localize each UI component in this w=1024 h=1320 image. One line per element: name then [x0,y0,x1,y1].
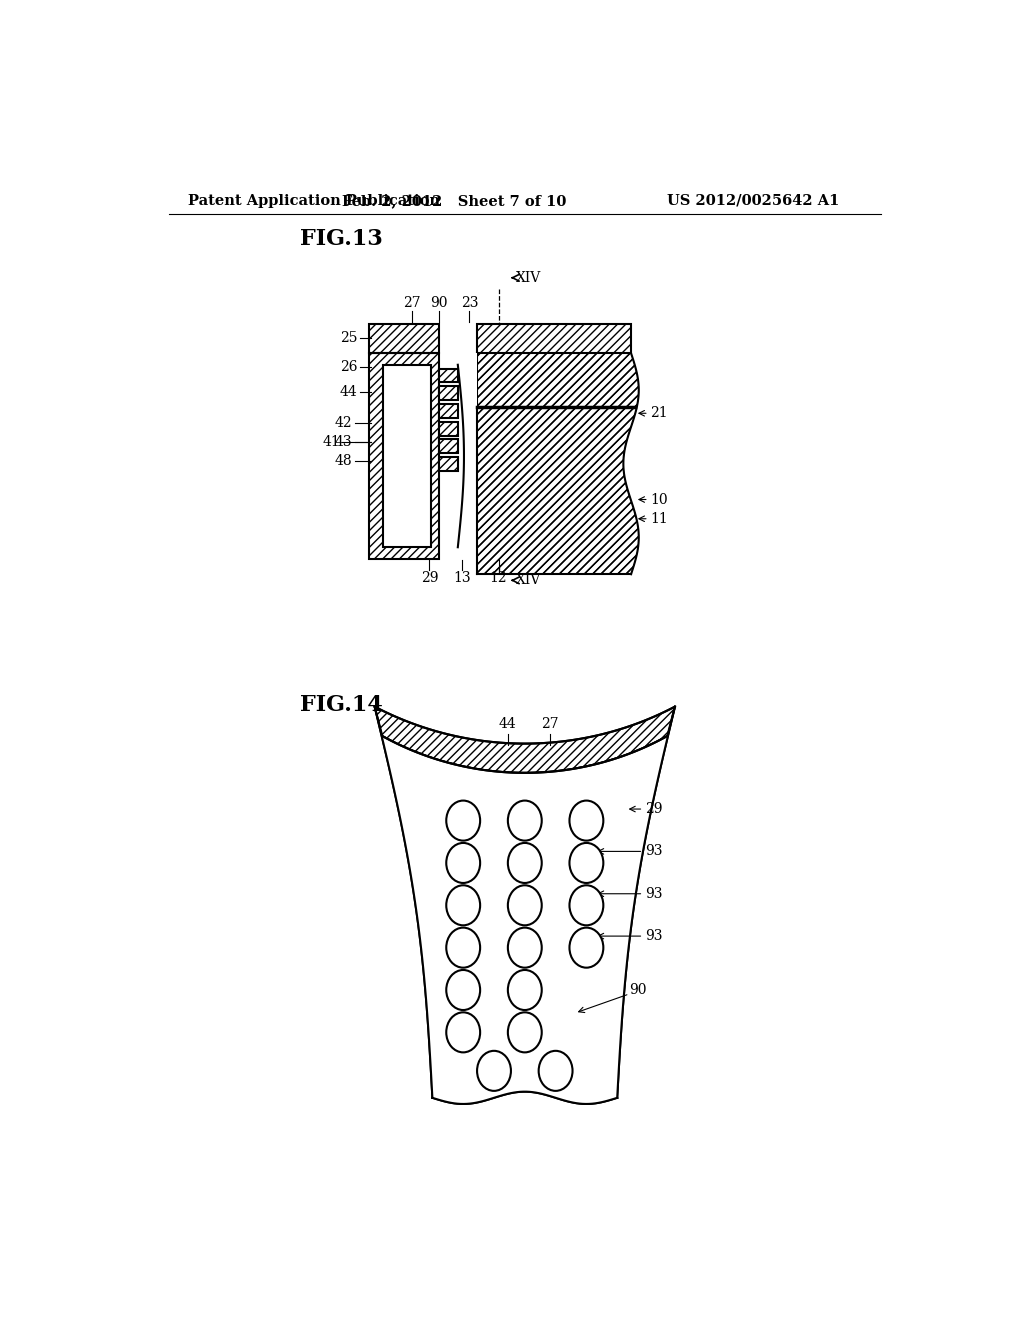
Text: 21: 21 [650,407,668,420]
Ellipse shape [569,800,603,841]
Text: 29: 29 [645,803,663,816]
Ellipse shape [508,800,542,841]
Ellipse shape [569,843,603,883]
Text: 27: 27 [542,717,559,731]
Bar [383,364,431,548]
Text: 12: 12 [489,572,508,585]
Ellipse shape [569,886,603,925]
Ellipse shape [446,928,480,968]
Ellipse shape [508,970,542,1010]
Ellipse shape [446,843,480,883]
Text: 41: 41 [323,434,340,449]
Text: 29: 29 [421,572,438,585]
Bar [458,354,477,558]
Text: 13: 13 [453,572,470,585]
Text: FIG.13: FIG.13 [300,228,383,251]
Ellipse shape [508,843,542,883]
Text: 43: 43 [335,434,352,449]
Text: 93: 93 [645,887,663,900]
Text: 42: 42 [335,416,352,429]
Text: 93: 93 [645,929,663,942]
Text: Feb. 2, 2012   Sheet 7 of 10: Feb. 2, 2012 Sheet 7 of 10 [342,194,566,207]
Ellipse shape [508,928,542,968]
Text: 11: 11 [650,512,668,525]
Ellipse shape [446,1012,480,1052]
Text: 27: 27 [402,296,421,310]
Ellipse shape [539,1051,572,1090]
Bar [438,440,458,453]
Ellipse shape [446,970,480,1010]
Ellipse shape [446,886,480,925]
Polygon shape [477,354,639,574]
Ellipse shape [508,886,542,925]
Ellipse shape [508,1012,542,1052]
Text: FIG.14: FIG.14 [300,694,383,717]
Bar [458,354,477,407]
Text: 10: 10 [650,492,668,507]
Ellipse shape [569,928,603,968]
Bar [438,387,458,400]
Text: 90: 90 [630,983,647,997]
Bar [438,404,458,418]
Bar [438,368,458,383]
Text: Patent Application Publication: Patent Application Publication [188,194,440,207]
Bar [438,457,458,471]
Text: 26: 26 [340,360,357,374]
Bar [438,422,458,436]
Text: 44: 44 [499,717,517,731]
Text: US 2012/0025642 A1: US 2012/0025642 A1 [667,194,839,207]
Text: 48: 48 [335,454,352,469]
Polygon shape [381,731,669,1104]
Text: 44: 44 [340,384,357,399]
Text: XIV: XIV [515,573,541,587]
Text: XIV: XIV [515,271,541,285]
Text: 25: 25 [340,331,357,345]
Ellipse shape [477,1051,511,1090]
Text: 90: 90 [430,296,447,310]
Text: 93: 93 [645,845,663,858]
Ellipse shape [446,800,480,841]
Text: 23: 23 [461,296,478,310]
